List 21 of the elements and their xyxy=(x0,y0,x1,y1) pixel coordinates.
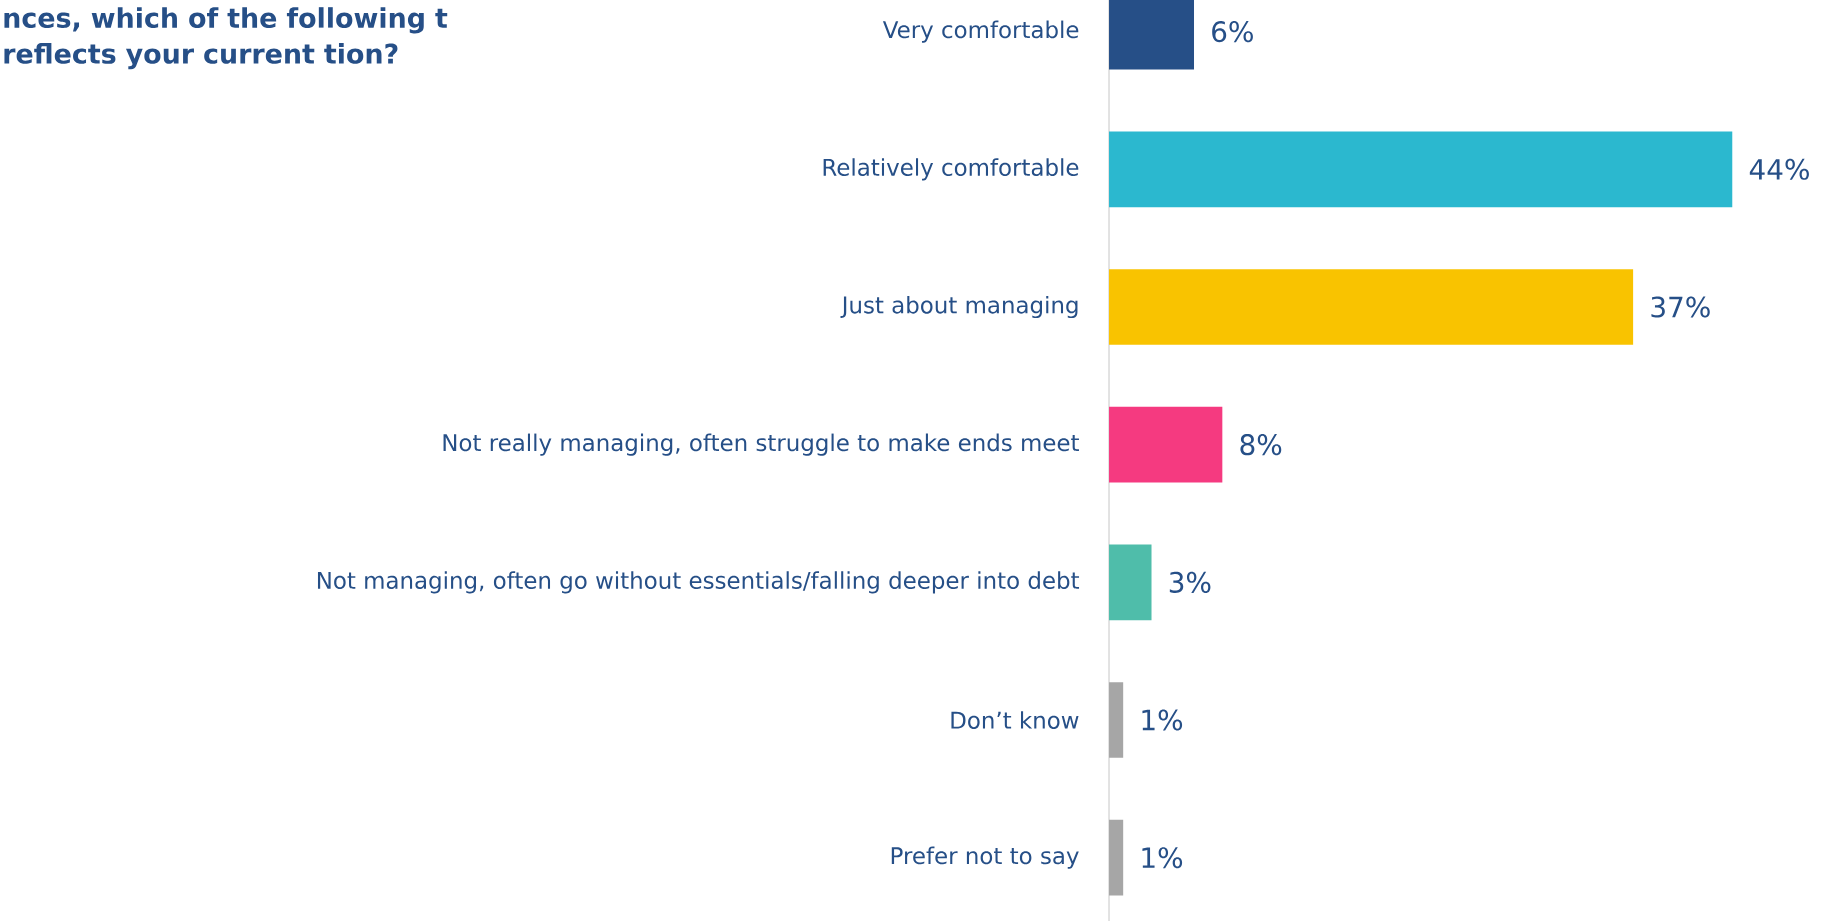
y-tick-label: Not managing, often go without essentials/falling deeper into debt xyxy=(317,571,1080,594)
y-tick-label: Just about managing xyxy=(840,295,1078,319)
bar xyxy=(1109,819,1124,896)
bar xyxy=(1109,544,1152,621)
data-label: 1% xyxy=(1142,709,1183,731)
data-label: 6% xyxy=(1212,21,1253,43)
y-tick-label: Don’t know xyxy=(951,711,1079,729)
y-tick-label: Not really managing, often struggle to make ends meet xyxy=(443,433,1079,456)
bar xyxy=(1109,682,1124,758)
bar xyxy=(1109,406,1223,483)
data-label: 44% xyxy=(1749,158,1809,180)
y-tick-label: Very comfortable xyxy=(882,20,1079,43)
data-label: 1% xyxy=(1142,847,1183,869)
y-tick-label: Relatively comfortable xyxy=(823,158,1079,181)
data-label: 8% xyxy=(1240,434,1282,456)
bar xyxy=(1109,131,1733,208)
bar xyxy=(1109,269,1634,345)
data-label: 37% xyxy=(1651,296,1710,318)
y-tick-label: Prefer not to say xyxy=(891,846,1079,869)
data-label: 3% xyxy=(1169,571,1211,593)
text: nces, which of the following t reflects your current tion? xyxy=(4,7,448,70)
